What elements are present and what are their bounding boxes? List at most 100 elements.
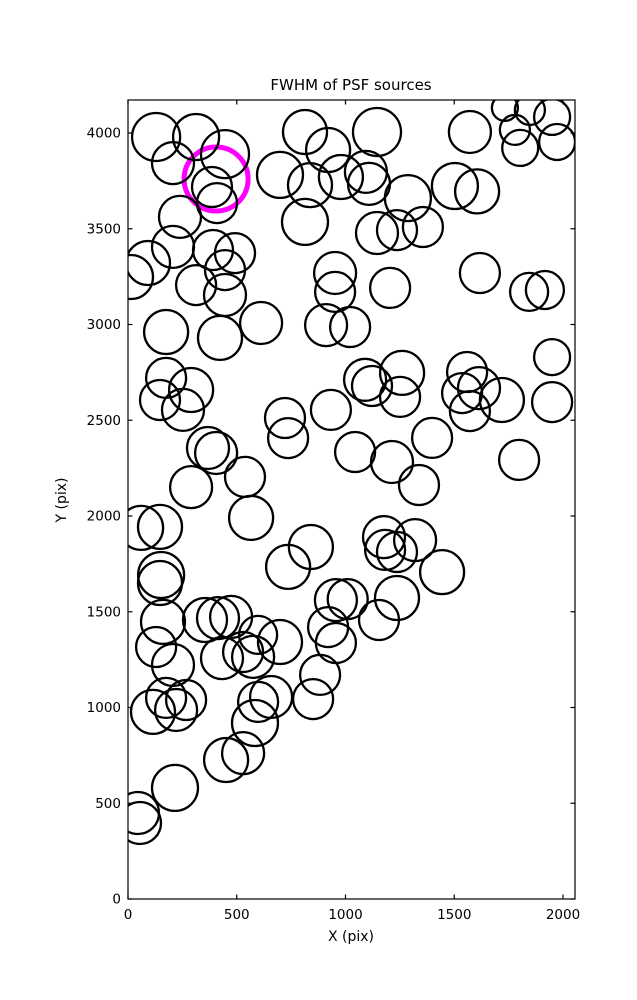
- psf-source-marker: [524, 269, 566, 311]
- psf-source-marker: [501, 128, 540, 168]
- psf-source-marker: [128, 800, 163, 846]
- psf-source-marker: [195, 595, 241, 641]
- ticks-layer: 0 500 1000 1500 2000 0 500 1000 1500 2000 2500 3000…: [87, 100, 580, 923]
- x-tick-label: 1000: [328, 907, 362, 923]
- psf-source-marker: [410, 416, 454, 460]
- psf-source-marker: [181, 596, 229, 644]
- psf-source-marker: [430, 161, 480, 211]
- psf-source-marker: [453, 168, 501, 215]
- psf-source-marker: [144, 676, 188, 720]
- psf-source-marker: [368, 266, 412, 310]
- psf-source-marker: [144, 356, 188, 400]
- psf-source-marker: [298, 653, 342, 697]
- y-tick-label: 3000: [87, 317, 121, 333]
- psf-source-marker: [199, 128, 251, 180]
- psf-source-marker: [227, 494, 275, 542]
- psf-source-marker: [309, 388, 353, 432]
- y-tick-label: 2500: [87, 413, 121, 429]
- psf-source-marker: [237, 614, 279, 656]
- psf-source-marker: [369, 439, 415, 485]
- psf-source-marker: [312, 250, 358, 296]
- psf-source-marker: [139, 598, 187, 646]
- psf-source-marker: [191, 228, 235, 272]
- psf-source-marker: [157, 194, 203, 240]
- psf-source-marker: [199, 635, 245, 681]
- psf-source-marker: [153, 687, 199, 733]
- psf-source-marker: [532, 337, 572, 377]
- psf-source-marker: [447, 109, 493, 155]
- psf-source-marker: [497, 438, 541, 482]
- psf-source-marker: [202, 736, 250, 784]
- psf-source-marker: [361, 514, 407, 560]
- psf-source-marker: [136, 503, 184, 551]
- chart-title: FWHM of PSF sources: [270, 76, 431, 94]
- psf-source-marker: [128, 504, 165, 552]
- psf-source-marker: [202, 272, 248, 318]
- psf-source-marker: [351, 106, 403, 158]
- psf-source-marker: [314, 621, 358, 665]
- psf-source-marker: [490, 100, 520, 123]
- y-tick-label: 500: [95, 796, 121, 812]
- psf-source-marker: [458, 251, 502, 295]
- psf-source-marker: [167, 366, 215, 414]
- psf-source-marker: [313, 577, 359, 623]
- psf-source-marker: [185, 425, 231, 471]
- y-tick-label: 2000: [87, 509, 121, 525]
- psf-source-marker: [128, 253, 155, 301]
- psf-source-marker: [203, 248, 247, 292]
- psf-source-marker: [448, 389, 492, 433]
- y-tick-label: 1500: [87, 604, 121, 620]
- y-tick-label: 4000: [87, 126, 121, 142]
- psf-source-marker: [193, 430, 239, 476]
- psf-source-marker: [160, 387, 206, 433]
- psf-source-marker: [150, 140, 196, 186]
- psf-source-marker: [328, 305, 372, 349]
- psf-source-marker: [401, 205, 445, 249]
- psf-source-marker: [236, 680, 280, 724]
- x-tick-label: 2000: [546, 907, 580, 923]
- psf-source-marker: [397, 463, 441, 507]
- psf-source-marker: [280, 197, 330, 247]
- psf-source-marker: [303, 302, 349, 348]
- y-axis-label: Y (pix): [54, 478, 70, 524]
- psf-source-marker: [134, 625, 178, 669]
- psf-source-marker: [418, 548, 466, 596]
- psf-source-marker: [195, 181, 239, 225]
- x-tick-label: 0: [124, 907, 133, 923]
- psf-source-marker: [130, 111, 182, 163]
- psf-source-marker: [255, 150, 305, 200]
- y-tick-label: 3500: [87, 221, 121, 237]
- psf-source-marker: [363, 528, 407, 572]
- psf-source-marker: [136, 559, 184, 607]
- psf-source-marker: [378, 375, 422, 419]
- psf-source-marker: [164, 678, 208, 722]
- psf-source-marker: [375, 530, 419, 574]
- psf-source-marker: [313, 270, 357, 314]
- x-axis-label: X (pix): [328, 929, 374, 945]
- psf-source-marker: [373, 574, 421, 622]
- psf-source-marker: [291, 677, 335, 721]
- plot-area: [127, 99, 576, 900]
- psf-source-marker: [266, 416, 310, 460]
- psf-source-marker: [350, 364, 394, 408]
- markers-layer: [128, 100, 575, 846]
- psf-source-marker: [190, 165, 234, 209]
- psf-source-marker: [342, 357, 388, 402]
- psf-source-marker: [129, 688, 177, 736]
- psf-source-marker: [136, 550, 186, 600]
- psf-source-marker: [171, 112, 221, 162]
- psf-source-marker: [383, 173, 433, 223]
- psf-source-marker: [138, 378, 182, 422]
- psf-source-marker: [256, 618, 304, 666]
- psf-source-marker: [128, 790, 161, 836]
- psf-source-marker: [196, 314, 244, 362]
- psf-source-marker: [168, 464, 214, 510]
- psf-source-marker: [478, 376, 526, 424]
- y-tick-label: 0: [112, 892, 121, 908]
- psf-source-marker: [498, 113, 532, 147]
- psf-source-marker: [150, 224, 196, 270]
- psf-source-marker: [174, 263, 218, 307]
- psf-source-marker: [142, 308, 190, 356]
